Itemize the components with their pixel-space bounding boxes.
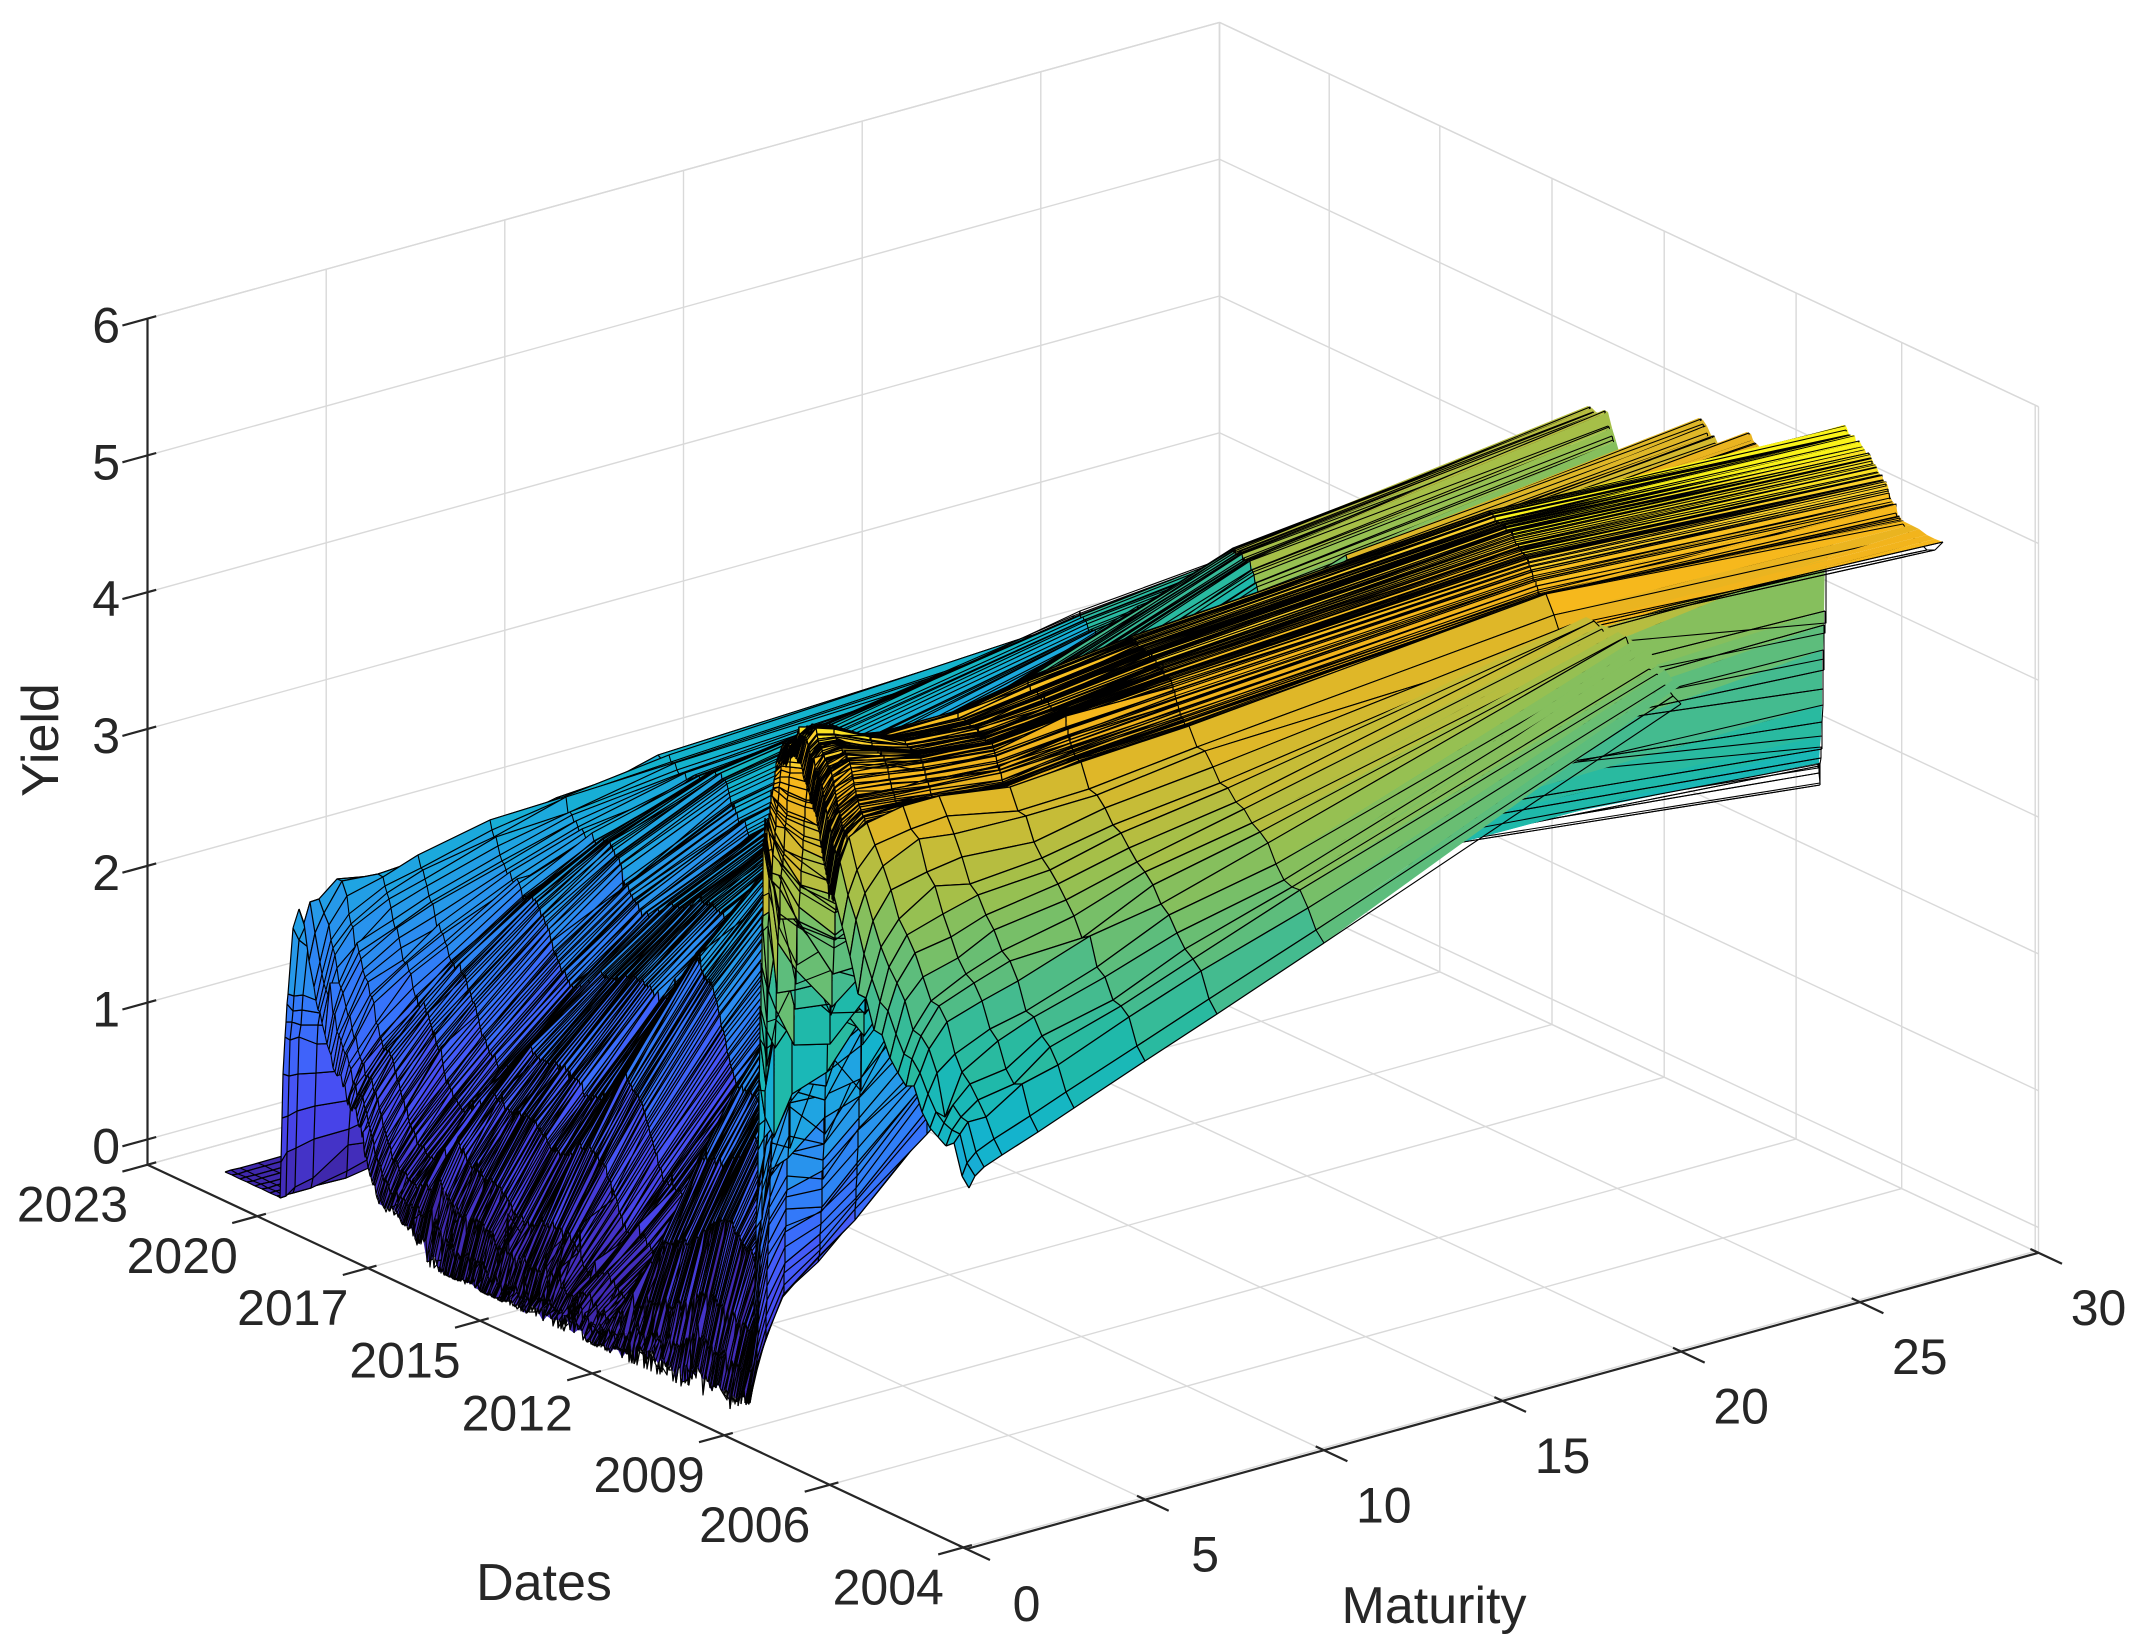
svg-text:Yield: Yield: [12, 683, 70, 797]
svg-text:2023: 2023: [17, 1177, 128, 1233]
svg-text:0: 0: [1013, 1576, 1041, 1632]
svg-text:25: 25: [1892, 1329, 1948, 1385]
svg-text:20: 20: [1713, 1379, 1769, 1435]
svg-text:15: 15: [1535, 1428, 1591, 1484]
svg-text:Dates: Dates: [476, 1554, 612, 1612]
svg-text:10: 10: [1356, 1477, 1412, 1533]
svg-text:2004: 2004: [833, 1560, 944, 1616]
svg-text:5: 5: [1191, 1527, 1219, 1583]
svg-text:0: 0: [92, 1118, 120, 1174]
svg-text:30: 30: [2071, 1280, 2127, 1336]
svg-text:5: 5: [92, 434, 120, 490]
svg-text:2: 2: [92, 845, 120, 901]
svg-text:3: 3: [92, 708, 120, 764]
svg-text:2009: 2009: [593, 1447, 704, 1503]
svg-text:2015: 2015: [349, 1333, 460, 1389]
svg-text:2017: 2017: [237, 1280, 348, 1336]
svg-text:1: 1: [92, 982, 120, 1038]
svg-text:4: 4: [92, 571, 120, 627]
svg-text:2012: 2012: [462, 1385, 573, 1441]
svg-text:6: 6: [92, 298, 120, 354]
svg-text:2006: 2006: [699, 1497, 810, 1553]
svg-text:Maturity: Maturity: [1342, 1577, 1527, 1635]
svg-text:2020: 2020: [127, 1228, 238, 1284]
